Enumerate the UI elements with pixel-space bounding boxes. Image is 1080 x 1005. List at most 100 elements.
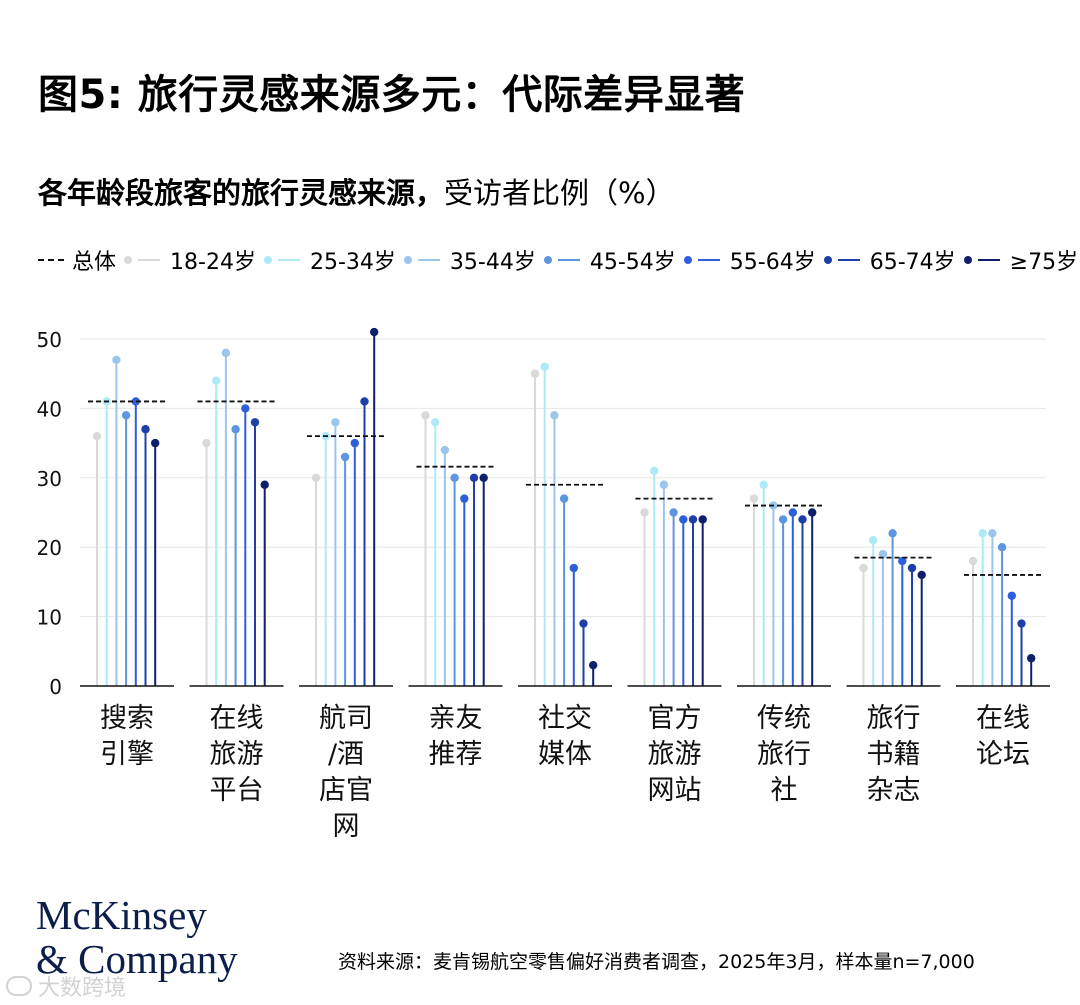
source-note: 资料来源：麦肯锡航空零售偏好消费者调查，2025年3月，样本量n=7,000 [338, 951, 975, 973]
lollipop-point [788, 508, 797, 517]
category-label: 旅游 [210, 739, 264, 770]
lollipop-point [141, 425, 150, 434]
legend-item-overall: 总体 [38, 244, 116, 276]
lollipop-point [650, 466, 659, 476]
legend-dot-icon [963, 256, 972, 264]
lollipop-point [260, 480, 269, 489]
y-tick-label: 10 [37, 606, 62, 630]
y-tick-label: 50 [37, 328, 62, 352]
lollipop-point [679, 515, 688, 524]
lollipop-point [978, 529, 987, 538]
lollipop-point [311, 473, 321, 482]
lollipop-point [221, 348, 231, 358]
legend-item-series: ≥75岁 [956, 244, 1078, 276]
lollipop-point [917, 570, 926, 580]
lollipop-point [350, 438, 359, 448]
category-label: /酒 [328, 739, 364, 770]
lollipop-point [878, 549, 888, 559]
lollipop-point [659, 480, 669, 489]
legend-item-series: 35-44岁 [396, 244, 536, 276]
lollipop-point [749, 494, 759, 503]
lollipop-point [151, 438, 160, 448]
lollipop-point [808, 508, 817, 517]
category-label: 搜索 [100, 703, 154, 734]
lollipop-point [92, 431, 102, 441]
category-label: 媒体 [538, 739, 592, 770]
legend-item-series: 65-74岁 [816, 244, 956, 276]
category-label: 平台 [210, 775, 264, 806]
category-label: 传统 [757, 703, 811, 734]
lollipop-point [988, 529, 997, 538]
category-label: 在线 [210, 703, 264, 734]
legend-line-icon [277, 259, 300, 261]
legend-dot-icon [263, 256, 272, 264]
legend-line-icon [837, 259, 860, 261]
watermark-icon [6, 976, 32, 996]
category-label: 推荐 [429, 739, 483, 770]
y-tick-label: 40 [37, 397, 62, 421]
category-label: 店官 [319, 775, 373, 806]
lollipop-point [450, 473, 459, 482]
lollipop-point [421, 411, 430, 420]
lollipop-point [479, 473, 488, 482]
category-label: 亲友 [429, 703, 483, 734]
lollipop-point [241, 404, 250, 413]
lollipop-point [759, 480, 768, 489]
lollipop-point [202, 438, 211, 448]
lollipop-point [1017, 619, 1026, 628]
category-label: 旅游 [648, 739, 702, 770]
legend-line-icon [697, 259, 720, 261]
y-tick-label: 0 [49, 675, 62, 699]
subtitle-bold: 各年龄段旅客的旅行灵感来源， [38, 176, 445, 210]
mckinsey-logo: McKinsey & Company [36, 893, 238, 981]
legend-dot-icon [823, 256, 832, 264]
lollipop-point [250, 418, 260, 427]
category-label: 官方 [648, 703, 702, 734]
legend-line-icon [557, 259, 580, 261]
category-label: 旅行 [867, 703, 921, 734]
lollipop-point [440, 445, 450, 455]
lollipop-point [559, 494, 569, 503]
lollipop-point [997, 543, 1007, 552]
chart-title: 图5: 旅行灵感来源多元：代际差异显著 [38, 72, 746, 118]
lollipop-point [131, 397, 140, 406]
brand-line-2: & Company [36, 936, 238, 982]
lollipop-point [540, 362, 549, 371]
lollipop-point [778, 515, 788, 524]
legend-item-series: 18-24岁 [116, 244, 256, 276]
chart-subtitle: 各年龄段旅客的旅行灵感来源，受访者比例（%） [38, 170, 675, 212]
lollipop-point [360, 397, 369, 406]
lollipop-point [898, 556, 907, 566]
legend-label-series: 25-34岁 [309, 250, 396, 275]
lollipop-point [112, 355, 121, 365]
legend-label-series: 35-44岁 [449, 250, 536, 275]
category-label: 网站 [648, 775, 702, 806]
lollipop-point [212, 376, 221, 385]
lollipop-point [869, 536, 878, 545]
legend-label-series: 55-64岁 [729, 250, 816, 275]
legend-dot-icon [403, 256, 412, 264]
lollipop-point [469, 473, 479, 482]
lollipop-point [340, 452, 350, 462]
category-label: 在线 [976, 703, 1030, 734]
category-label: 论坛 [976, 739, 1030, 770]
lollipop-point [121, 411, 131, 420]
legend-item-series: 25-34岁 [256, 244, 396, 276]
lollipop-point [530, 369, 540, 378]
watermark-text: 大数跨境 [38, 976, 127, 1001]
brand-line-1: McKinsey [36, 892, 207, 938]
subtitle-unit: 受访者比例（%） [444, 176, 675, 210]
category-label: 旅行 [757, 739, 811, 770]
lollipop-point [579, 619, 588, 628]
lollipop-point [550, 411, 559, 420]
lollipop-point [859, 563, 868, 573]
lollipop-point [1007, 591, 1016, 600]
lollipop-point [589, 660, 598, 670]
legend-dot-icon [683, 256, 692, 264]
category-label: 社 [771, 775, 798, 806]
category-label: 书籍 [867, 739, 921, 770]
category-label: 网 [333, 811, 360, 842]
legend-label-series: 18-24岁 [170, 250, 256, 275]
legend-line-icon [977, 259, 1000, 261]
